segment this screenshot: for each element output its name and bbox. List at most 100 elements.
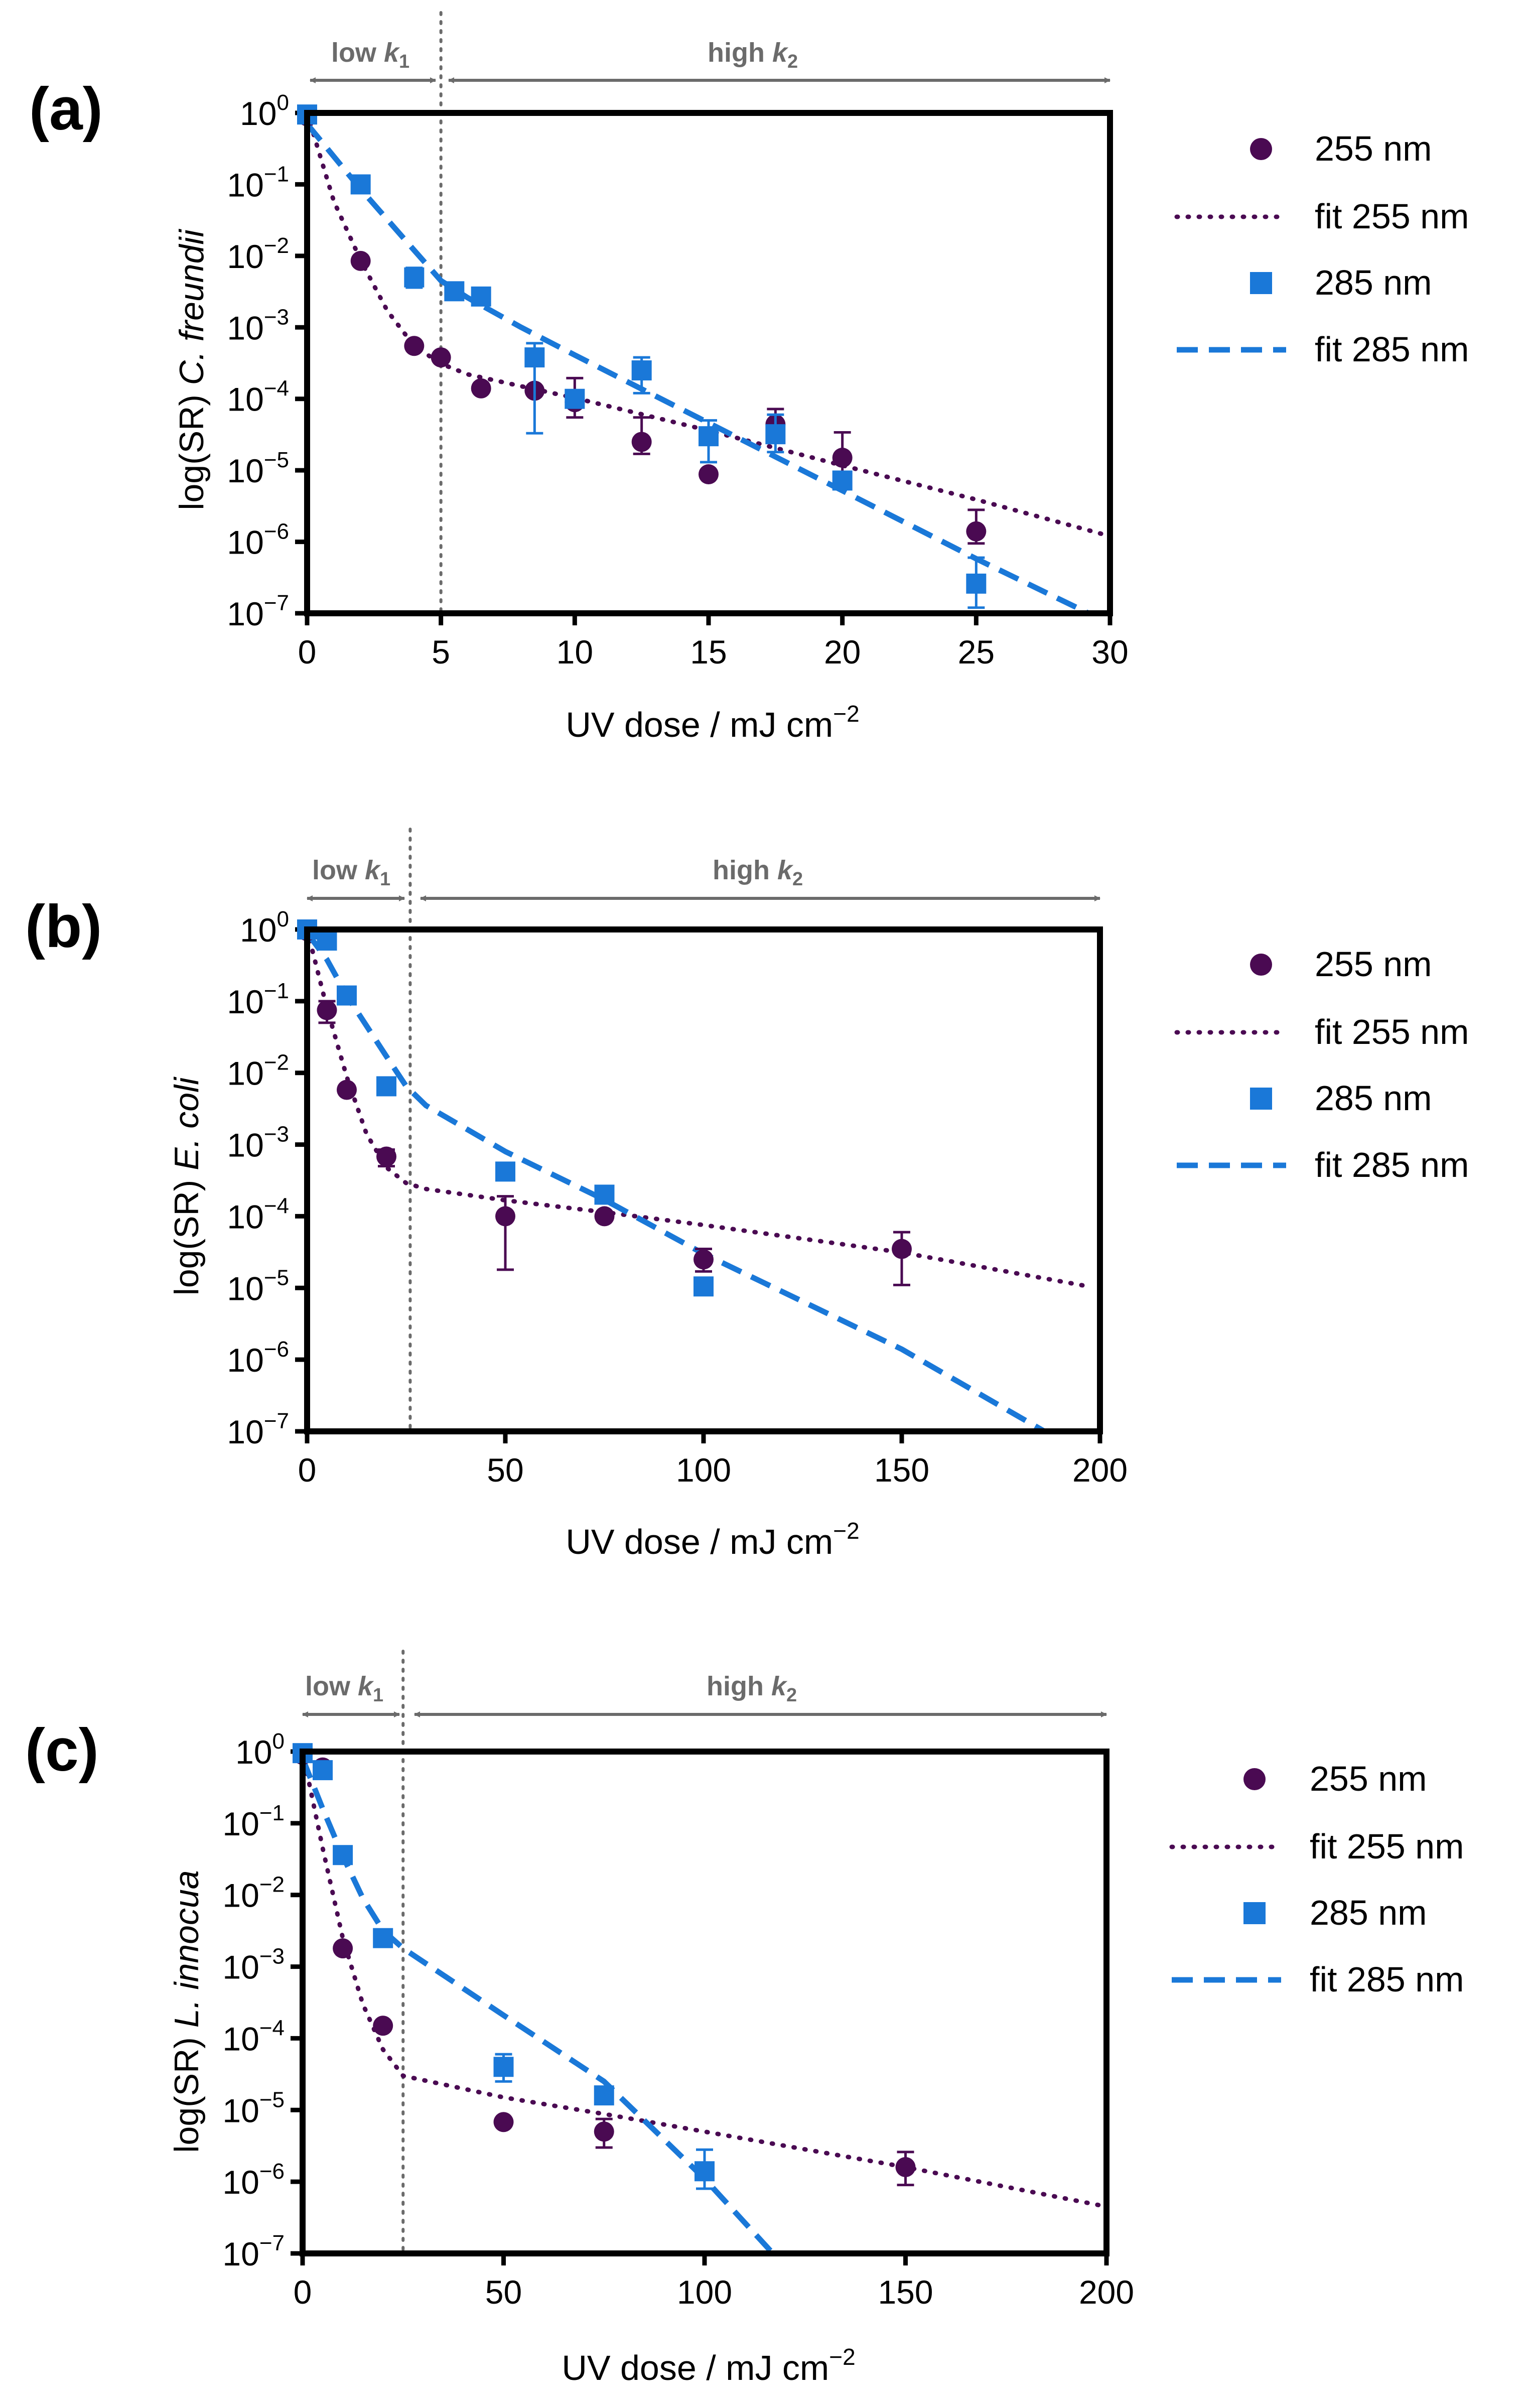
legend: 255 nm fit 255 nm 285 nm fit 285 nm — [1174, 945, 1469, 1184]
y-tick-labels: 10−7 10−6 10−5 10−4 10−3 10−2 10−1 100 — [227, 907, 289, 1450]
x-tick-label: 50 — [485, 2273, 522, 2311]
legend-label-fit-285nm: fit 285 nm — [1310, 1960, 1464, 1999]
y-tick-label: 10−7 — [222, 2231, 285, 2272]
data-point-285nm — [966, 573, 987, 594]
plot-frame — [304, 110, 1113, 616]
x-tick-label: 150 — [878, 2273, 933, 2311]
y-tick-label: 10−6 — [227, 1337, 289, 1379]
legend-label-fit-255nm: fit 255 nm — [1315, 197, 1469, 236]
x-tick-label: 200 — [1072, 1451, 1128, 1489]
legend-label-fit-285nm: fit 285 nm — [1315, 330, 1469, 369]
data-point-285nm — [471, 286, 491, 307]
y-tick-label: 10−4 — [227, 376, 289, 418]
legend-marker-255nm — [1250, 954, 1272, 976]
y-tick-label: 10−2 — [227, 1050, 289, 1092]
panel-label: (b) — [25, 893, 102, 960]
fit-255nm-curve — [303, 1752, 1106, 2209]
x-tick-label: 10 — [557, 633, 593, 671]
region-annotation: low k1 high k2 — [302, 1671, 1107, 1717]
x-tick-label: 20 — [824, 633, 861, 671]
legend: 255 nm fit 255 nm 285 nm fit 285 nm — [1174, 129, 1469, 369]
data-point-255nm — [832, 448, 853, 468]
fit-285nm-curve — [307, 122, 1090, 613]
y-tick-label: 10−6 — [222, 2159, 285, 2201]
x-tick-label: 100 — [676, 1451, 731, 1489]
data-point-255nm — [895, 2157, 916, 2177]
y-tick-label: 10−3 — [227, 1122, 289, 1164]
region-annotation: low k1 high k2 — [307, 855, 1100, 901]
x-tick-label: 30 — [1091, 633, 1128, 671]
high-k2-label: high k2 — [713, 855, 803, 890]
x-tick-labels: 0 5 10 15 20 25 30 — [298, 633, 1129, 671]
low-k1-label: low k1 — [331, 38, 409, 72]
data-point-255nm — [693, 1249, 714, 1270]
y-tick-label: 100 — [240, 90, 289, 132]
data-point-285nm — [832, 470, 853, 491]
x-tick-label: 0 — [294, 2273, 312, 2311]
data-point-285nm — [333, 1845, 353, 1865]
legend-marker-285nm — [1250, 1088, 1272, 1110]
legend-marker-255nm — [1250, 138, 1272, 160]
y-tick-label: 100 — [240, 907, 289, 949]
y-tick-label: 10−5 — [222, 2087, 285, 2129]
x-axis-label: UV dose / mJ cm−2 — [566, 1518, 859, 1561]
y-tick-label: 10−2 — [222, 1872, 285, 1914]
x-axis-label: UV dose / mJ cm−2 — [562, 2344, 855, 2387]
data-point-255nm — [631, 432, 652, 452]
plot-frame — [300, 1749, 1109, 2256]
panel-c: (c) low k1 high k2 10−710−610−510−410−31… — [25, 1650, 1464, 2387]
data-point-285nm — [524, 347, 545, 368]
data-point-255nm — [373, 2016, 393, 2036]
axis-ticks — [295, 110, 1113, 625]
data-point-255nm — [493, 2112, 514, 2132]
legend-label-255nm: 255 nm — [1315, 945, 1432, 984]
data-point-255nm — [699, 464, 719, 485]
panel-label: (c) — [25, 1716, 99, 1784]
x-tick-label: 100 — [677, 2273, 732, 2311]
data-point-285nm — [495, 1161, 515, 1182]
data-point-255nm — [594, 1206, 615, 1227]
high-k2-label: high k2 — [707, 1671, 797, 1706]
data-point-285nm — [350, 174, 371, 195]
legend-label-285nm: 285 nm — [1315, 1079, 1432, 1118]
legend-label-fit-285nm: fit 285 nm — [1315, 1145, 1469, 1184]
x-tick-label: 15 — [690, 633, 727, 671]
y-tick-label: 10−3 — [227, 305, 289, 346]
data-point-285nm — [699, 426, 719, 447]
legend-label-255nm: 255 nm — [1315, 129, 1432, 168]
data-point-255nm — [404, 336, 425, 356]
y-tick-label: 100 — [235, 1729, 285, 1771]
data-point-255nm — [495, 1206, 515, 1227]
x-tick-label: 5 — [432, 633, 450, 671]
data-point-285nm — [594, 1184, 615, 1205]
data-point-285nm — [444, 281, 465, 302]
y-tick-labels: 10−7 10−6 10−5 10−4 10−3 10−2 10−1 100 — [222, 1729, 285, 2272]
y-tick-label: 10−4 — [222, 2016, 285, 2057]
x-axis-label: UV dose / mJ cm−2 — [566, 701, 859, 744]
y-tick-labels: 10−7 10−6 10−5 10−4 10−3 10−2 10−1 100 — [227, 90, 289, 632]
data-point-255nm — [333, 1938, 353, 1959]
x-tick-label: 150 — [874, 1451, 929, 1489]
x-tick-label: 50 — [487, 1451, 523, 1489]
data-point-285nm — [565, 388, 585, 409]
data-point-285nm — [631, 360, 652, 381]
y-tick-label: 10−7 — [227, 591, 289, 632]
y-tick-label: 10−2 — [227, 233, 289, 275]
x-tick-labels: 0 50 100 150 200 — [298, 1451, 1128, 1489]
data-point-255nm — [431, 347, 451, 368]
data-point-285nm — [695, 2161, 715, 2182]
plot-frame — [304, 926, 1103, 1434]
data-point-285nm — [317, 930, 337, 951]
y-tick-label: 10−3 — [222, 1944, 285, 1986]
x-tick-label: 0 — [298, 1451, 317, 1489]
data-point-285nm — [765, 424, 786, 445]
fit-285nm-curve — [307, 931, 1046, 1431]
fit-285nm-curve — [303, 1757, 775, 2253]
legend-marker-255nm — [1243, 1768, 1266, 1790]
low-k1-label: low k1 — [305, 1671, 383, 1706]
y-tick-label: 10−1 — [222, 1801, 285, 1842]
y-tick-label: 10−1 — [227, 162, 289, 203]
x-tick-label: 0 — [298, 633, 317, 671]
y-tick-label: 10−6 — [227, 519, 289, 561]
